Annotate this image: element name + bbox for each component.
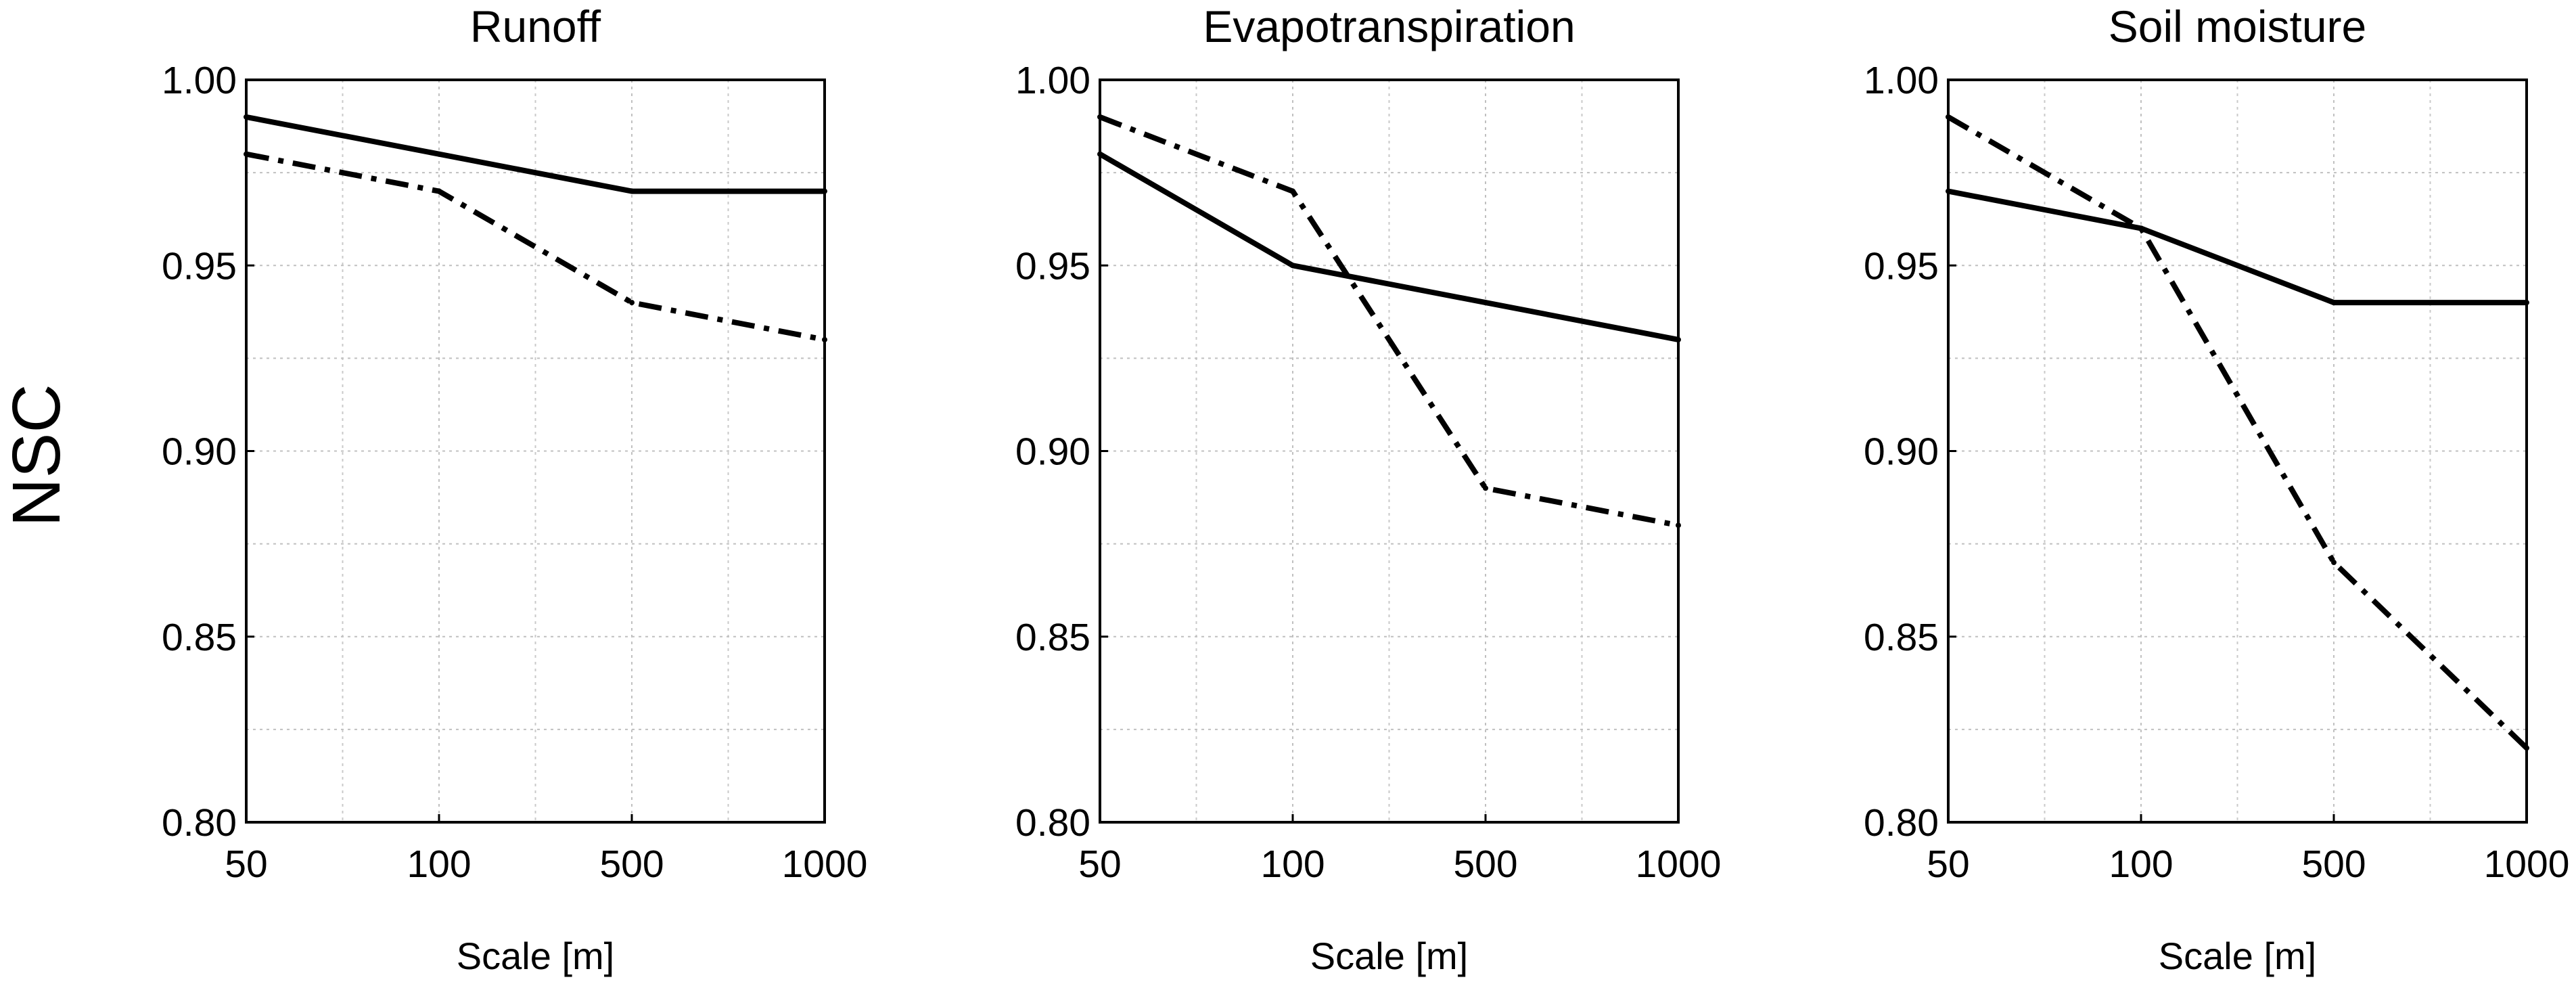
y-tick-label: 0.80 [1864, 801, 1939, 845]
x-tick-label: 500 [1453, 843, 1517, 886]
x-tick-label: 50 [225, 843, 267, 886]
series-line-dash-dot [1947, 114, 2529, 750]
panel-title: Soil moisture [2109, 1, 2366, 51]
plot-frame [1099, 79, 1680, 824]
y-tick-label: 0.80 [162, 801, 237, 845]
chart-panel-1: 0.80 0.85 0.90 0.95 1.00 50 100 500 1000 Runoff Sc… [162, 1, 867, 977]
data-point [436, 188, 442, 194]
plot-frame [245, 79, 826, 824]
data-point [2331, 560, 2337, 566]
x-tick-label: 50 [1078, 843, 1121, 886]
x-axis-label: Scale [m] [457, 935, 614, 977]
y-tick-label: 0.90 [162, 430, 237, 474]
y-tick-label: 0.90 [1864, 430, 1939, 474]
data-point [1290, 188, 1295, 194]
y-tick-label: 0.85 [162, 616, 237, 659]
series-line-solid [246, 114, 825, 194]
data-point [2138, 225, 2144, 231]
x-tick-label: 50 [1927, 843, 1969, 886]
data-point [1483, 300, 1488, 306]
data-point [629, 300, 635, 306]
chart-panel-2: 0.80 0.85 0.90 0.95 1.00 50 100 500 1000 Evapotra… [1015, 1, 1721, 977]
panel-title: Runoff [470, 1, 601, 51]
y-tick-label: 0.95 [162, 244, 237, 288]
x-tick-label: 100 [2109, 843, 2173, 886]
data-point [436, 151, 442, 157]
series-line-solid [1098, 152, 1679, 342]
panel-title: Evapotranspiration [1203, 1, 1575, 51]
data-point [1290, 263, 1295, 269]
x-axis-label: Scale [m] [1310, 935, 1468, 977]
series-line-dash-dot [246, 151, 825, 342]
plot-frame [1947, 79, 2528, 824]
y-tick-label: 0.90 [1015, 430, 1090, 474]
x-tick-label: 500 [2301, 843, 2366, 886]
series-line-solid [1948, 188, 2527, 306]
chart-panel-3: 0.80 0.85 0.90 0.95 1.00 50 100 500 1000 Soil moi… [1864, 1, 2569, 977]
y-tick-label: 0.85 [1864, 616, 1939, 659]
x-tick-label: 1000 [782, 843, 868, 886]
x-axis-label: Scale [m] [2159, 935, 2316, 977]
y-tick-label: 1.00 [162, 59, 237, 102]
data-point [2331, 300, 2337, 306]
y-tick-label: 0.85 [1015, 616, 1090, 659]
y-tick-label: 1.00 [1864, 59, 1939, 102]
x-tick-label: 1000 [2484, 843, 2570, 886]
y-tick-label: 0.95 [1015, 244, 1090, 288]
data-point [1483, 485, 1488, 491]
data-point [629, 188, 635, 194]
x-tick-label: 500 [599, 843, 664, 886]
x-tick-label: 1000 [1636, 843, 1722, 886]
y-tick-label: 0.95 [1864, 244, 1939, 288]
x-tick-label: 100 [1260, 843, 1325, 886]
x-tick-label: 100 [407, 843, 471, 886]
series-line-dash-dot [1099, 114, 1679, 529]
y-tick-label: 1.00 [1015, 59, 1090, 102]
y-tick-label: 0.80 [1015, 801, 1090, 845]
